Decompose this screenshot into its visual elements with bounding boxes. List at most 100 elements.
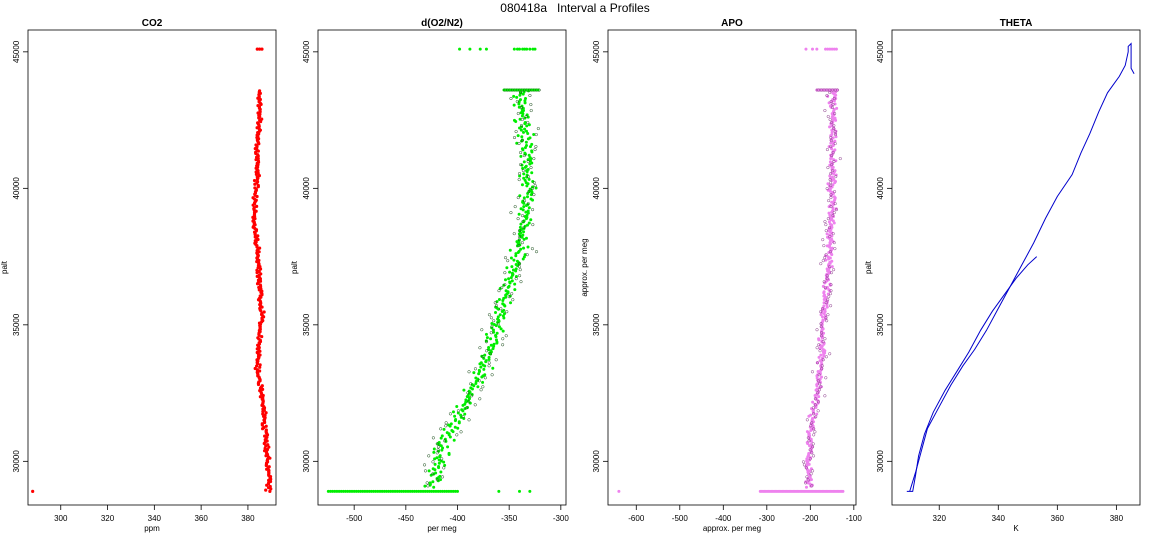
o2n2-point xyxy=(491,328,495,332)
o2n2-point xyxy=(331,489,335,493)
apo-open-point xyxy=(813,403,817,407)
apo-open-point xyxy=(810,370,814,374)
o2n2-point xyxy=(367,489,371,493)
o2n2-point xyxy=(419,489,423,493)
apo-open-point xyxy=(817,343,821,347)
o2n2-point xyxy=(524,129,528,133)
apo-point xyxy=(831,208,835,212)
apo-open-point xyxy=(811,406,815,410)
o2n2-point xyxy=(445,489,449,493)
apo-open-point xyxy=(833,190,837,194)
apo-open-point xyxy=(816,400,820,404)
o2n2-open-point xyxy=(517,238,521,242)
co2-point xyxy=(31,489,35,493)
co2-point xyxy=(260,384,264,388)
co2-y-tick-label: 40000 xyxy=(12,177,21,200)
o2n2-point xyxy=(494,333,498,337)
apo-point xyxy=(808,469,812,473)
apo-point xyxy=(832,47,836,51)
apo-point xyxy=(830,246,834,250)
apo-point xyxy=(830,175,834,179)
o2n2-point xyxy=(507,88,511,92)
o2n2-point xyxy=(501,329,505,333)
apo-plot-frame xyxy=(607,29,857,506)
apo-point xyxy=(817,355,821,359)
o2n2-title: d(O2/N2) xyxy=(421,18,463,29)
o2n2-point xyxy=(460,408,464,412)
o2n2-point xyxy=(432,450,436,454)
o2n2-point xyxy=(507,277,511,281)
o2n2-point xyxy=(517,88,521,92)
o2n2-open-point xyxy=(521,220,525,224)
apo-point xyxy=(828,125,832,129)
o2n2-point xyxy=(408,489,412,493)
o2n2-point xyxy=(350,489,354,493)
theta-y-tick-label: 40000 xyxy=(876,177,885,200)
apo-open-point xyxy=(825,319,829,323)
o2n2-point xyxy=(476,385,480,389)
o2n2-point xyxy=(523,224,527,228)
o2n2-point xyxy=(526,131,530,135)
o2n2-point xyxy=(530,171,534,175)
o2n2-point xyxy=(464,398,468,402)
o2n2-open-point xyxy=(466,391,470,395)
apo-point xyxy=(825,267,829,271)
co2-x-tick-label: 340 xyxy=(148,514,162,523)
apo-point xyxy=(822,341,826,345)
o2n2-point xyxy=(384,489,388,493)
apo-open-point xyxy=(828,292,832,296)
o2n2-point xyxy=(389,489,393,493)
o2n2-x-tick-label: -300 xyxy=(553,514,570,523)
apo-open-point xyxy=(810,421,814,425)
o2n2-point xyxy=(504,295,508,299)
o2n2-point xyxy=(523,127,527,131)
o2n2-point xyxy=(453,489,457,493)
apo-open-point xyxy=(823,108,827,113)
theta-x-tick-label: 380 xyxy=(1110,514,1124,523)
apo-open-point xyxy=(834,175,838,179)
apo-open-point xyxy=(823,256,827,260)
apo-open-point xyxy=(821,307,825,311)
o2n2-point xyxy=(510,279,514,283)
apo-point xyxy=(834,173,838,177)
o2n2-point xyxy=(524,97,528,101)
o2n2-open-point xyxy=(514,130,518,134)
apo-point xyxy=(822,301,826,305)
o2n2-x-tick-label: -350 xyxy=(501,514,518,523)
apo-point xyxy=(821,318,825,322)
o2n2-open-point xyxy=(503,283,507,287)
apo-point xyxy=(809,413,813,417)
o2n2-x-tick-label: -450 xyxy=(398,514,415,523)
o2n2-point xyxy=(361,489,365,493)
apo-open-point xyxy=(824,355,829,359)
apo-point xyxy=(813,402,817,406)
o2n2-point xyxy=(509,88,513,92)
o2n2-point xyxy=(378,489,382,493)
apo-open-point xyxy=(810,451,814,455)
apo-open-point xyxy=(829,283,833,287)
o2n2-open-point xyxy=(467,418,471,422)
o2n2-point xyxy=(514,252,518,256)
o2n2-point xyxy=(514,267,518,271)
o2n2-point xyxy=(518,489,521,493)
apo-x-tick-label: -300 xyxy=(759,514,776,523)
o2n2-point xyxy=(456,426,460,430)
o2n2-y-axis-label: palt xyxy=(290,260,299,274)
o2n2-open-point xyxy=(519,123,524,128)
o2n2-point xyxy=(333,489,337,493)
o2n2-point xyxy=(474,376,478,380)
o2n2-open-point xyxy=(443,439,447,443)
o2n2-open-point xyxy=(517,265,522,269)
o2n2-point xyxy=(341,489,345,493)
co2-x-tick-label: 380 xyxy=(241,514,255,523)
apo-open-point xyxy=(811,445,815,449)
apo-point xyxy=(805,430,809,434)
o2n2-point xyxy=(453,425,457,429)
co2-point xyxy=(251,196,255,200)
theta-descent-line xyxy=(909,42,1135,492)
apo-open-point xyxy=(832,96,836,101)
o2n2-open-point xyxy=(517,178,521,182)
o2n2-point xyxy=(479,365,483,369)
o2n2-point xyxy=(508,248,512,252)
o2n2-point xyxy=(435,456,439,460)
